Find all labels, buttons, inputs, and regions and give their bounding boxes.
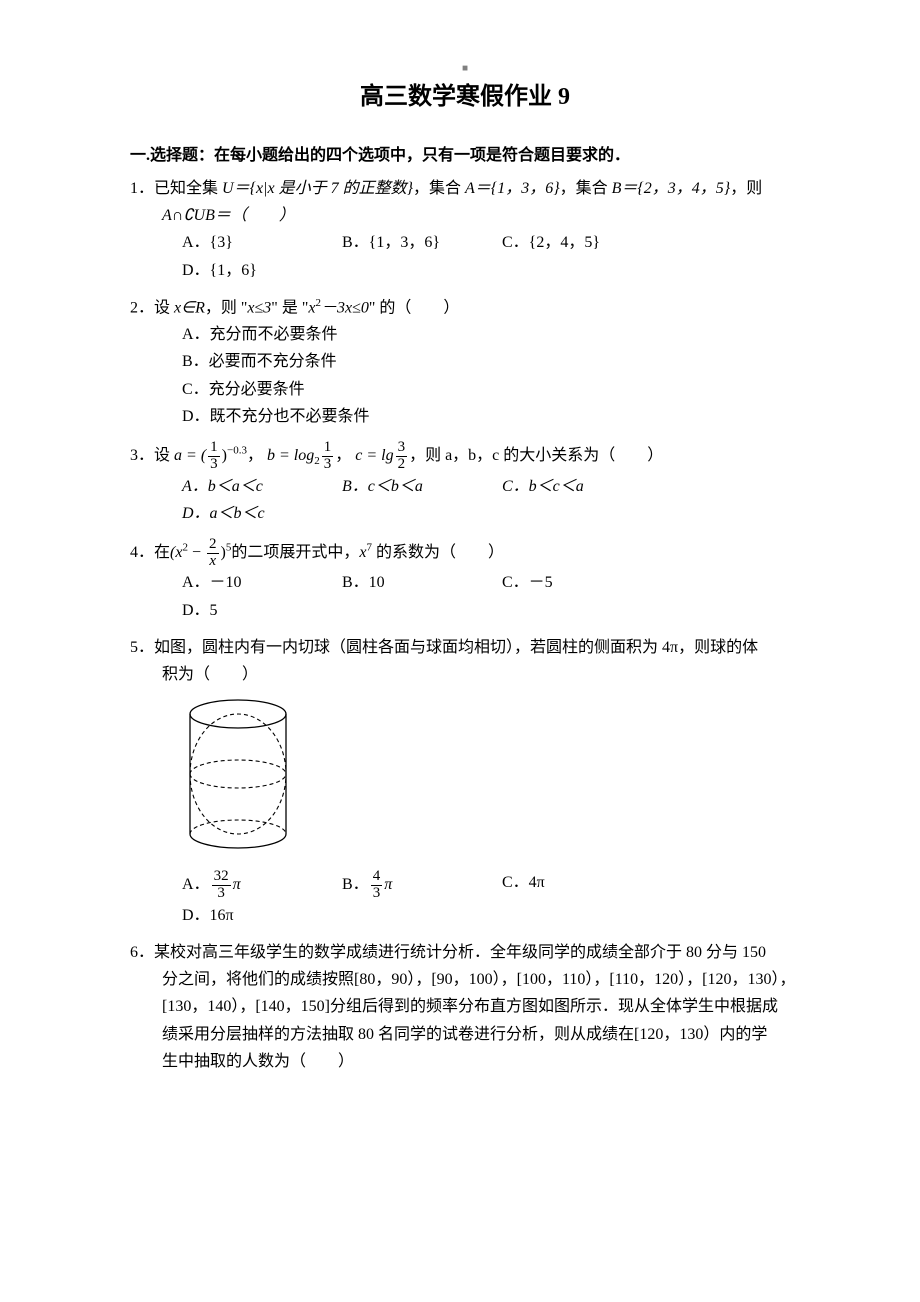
q6-num: 6．: [130, 944, 154, 961]
q2-cond2b: －3x≤0: [321, 299, 369, 316]
q5-num: 5．: [130, 639, 154, 656]
q3-opt-b: B．c＜b＜a: [342, 473, 502, 500]
q5-opt-b: B．43π: [342, 869, 502, 902]
question-5: 5．如图，圆柱内有一内切球（圆柱各面与球面均相切），若圆柱的侧面积为 4π，则球…: [130, 634, 800, 929]
q4-text-b: 的二项展开式中，: [231, 544, 359, 561]
q1-text-c: ，集合: [560, 180, 612, 197]
q4-opt-a: A．－10: [182, 569, 342, 596]
q3-text-a: 设: [154, 447, 170, 464]
page-title: 高三数学寒假作业 9: [130, 77, 800, 118]
q1-opt-a: A．{3}: [182, 229, 342, 256]
question-1: 1．已知全集 U＝{x|x 是小于 7 的正整数}，集合 A＝{1，3，6}，集…: [130, 175, 800, 284]
question-2: 2．设 x∈R，则 "x≤3" 是 "x2－3x≤0" 的（ ） A．充分而不必…: [130, 294, 800, 430]
q3-a-exp: −0.3: [227, 445, 247, 457]
q1-opt-d: D．{1，6}: [182, 257, 342, 284]
section-header: 一.选择题：在每小题给出的四个选项中，只有一项是符合题目要求的．: [130, 142, 800, 169]
q1-opt-b: B．{1，3，6}: [342, 229, 502, 256]
q1-text-b: ，集合: [413, 180, 465, 197]
q5-opt-c: C．4π: [502, 869, 662, 902]
q2-text-b: ，则 ": [205, 299, 248, 316]
q3-num: 3．: [130, 447, 154, 464]
question-4: 4．在(x2 − 2x)5的二项展开式中，x7 的系数为（ ） A．－10 B．…: [130, 537, 800, 624]
q4-expr-b: −: [188, 544, 205, 561]
q3-text-b: ，则 a，b，c 的大小关系为（ ）: [409, 447, 663, 464]
q1-opt-c: C．{2，4，5}: [502, 229, 662, 256]
q1-num: 1．: [130, 180, 154, 197]
q3-a-frac: 13: [208, 440, 220, 473]
q1-options: A．{3} B．{1，3，6} C．{2，4，5} D．{1，6}: [130, 229, 800, 283]
q2-text-c: " 是 ": [271, 299, 308, 316]
q4-frac: 2x: [207, 537, 219, 570]
q5-line2: 积为（ ）: [130, 661, 800, 688]
q4-text-c: 的系数为（ ）: [372, 544, 504, 561]
q2-var: x∈R: [174, 299, 205, 316]
q5-text-a: 如图，圆柱内有一内切球（圆柱各面与球面均相切），若圆柱的侧面积为 4π，则球的体: [154, 639, 758, 656]
q2-opt-d: D．既不充分也不必要条件: [182, 403, 502, 430]
q3-c-frac: 32: [396, 440, 408, 473]
q3-c1: ，: [247, 447, 263, 464]
q3-options: A．b＜a＜c B．c＜b＜a C．b＜c＜a D．a＜b＜c: [130, 473, 800, 527]
q6-l2: 分之间，将他们的成绩按照[80，90），[90，100），[100，110），[…: [130, 966, 800, 993]
question-6: 6．某校对高三年级学生的数学成绩进行统计分析．全年级同学的成绩全部介于 80 分…: [130, 939, 800, 1075]
q4-num: 4．: [130, 544, 154, 561]
q5-opt-d: D．16π: [182, 902, 342, 929]
q3-c-lhs: c = lg: [355, 447, 393, 464]
q2-opt-a: A．充分而不必要条件: [182, 321, 502, 348]
q1-set-u: U＝{x|x 是小于 7 的正整数}: [222, 180, 413, 197]
q5-options: A．323π B．43π C．4π D．16π: [130, 869, 800, 929]
q6-l3: [130，140），[140，150]分组后得到的频率分布直方图如图所示．现从全…: [130, 993, 800, 1020]
q3-b-frac: 13: [322, 440, 334, 473]
q3-c2: ，: [335, 447, 351, 464]
q3-opt-c: C．b＜c＜a: [502, 473, 662, 500]
q3-a-lhs: a = (: [174, 447, 206, 464]
q3-b-sub: 2: [314, 455, 320, 467]
q6-l1: 某校对高三年级学生的数学成绩进行统计分析．全年级同学的成绩全部介于 80 分与 …: [154, 944, 766, 961]
q1-set-a: A＝{1，3，6}: [465, 180, 560, 197]
page-indicator: ■: [130, 60, 800, 77]
q4-opt-c: C．－5: [502, 569, 662, 596]
q1-set-b: B＝{2，3，4，5}: [612, 180, 731, 197]
question-3: 3．设 a = (13)−0.3， b = log213， c = lg32，则…: [130, 440, 800, 527]
q1-text-a: 已知全集: [154, 180, 222, 197]
q4-opt-b: B．10: [342, 569, 502, 596]
cylinder-figure: [178, 694, 800, 863]
q6-l4: 绩采用分层抽样的方法抽取 80 名同学的试卷进行分析，则从成绩在[120，130…: [130, 1021, 800, 1048]
q2-num: 2．: [130, 299, 154, 316]
q2-text-d: " 的（ ）: [369, 299, 460, 316]
q6-l5: 生中抽取的人数为（ ）: [130, 1048, 800, 1075]
q2-opt-c: C．充分必要条件: [182, 376, 502, 403]
q2-options: A．充分而不必要条件 B．必要而不充分条件 C．充分必要条件 D．既不充分也不必…: [130, 321, 800, 430]
q2-text-a: 设: [154, 299, 174, 316]
q4-opt-d: D．5: [182, 597, 342, 624]
q4-options: A．－10 B．10 C．－5 D．5: [130, 569, 800, 623]
q3-opt-d: D．a＜b＜c: [182, 500, 342, 527]
q5-opt-a: A．323π: [182, 869, 342, 902]
q4-text-a: 在: [154, 544, 170, 561]
q2-cond1: x≤3: [247, 299, 271, 316]
q2-opt-b: B．必要而不充分条件: [182, 348, 502, 375]
q4-expr-a: (x: [170, 544, 182, 561]
q1-text-d: ，则: [730, 180, 762, 197]
q1-line2: A∩∁UB＝（ ）: [130, 202, 800, 229]
q3-opt-a: A．b＜a＜c: [182, 473, 342, 500]
q3-b-lhs: b = log: [267, 447, 314, 464]
